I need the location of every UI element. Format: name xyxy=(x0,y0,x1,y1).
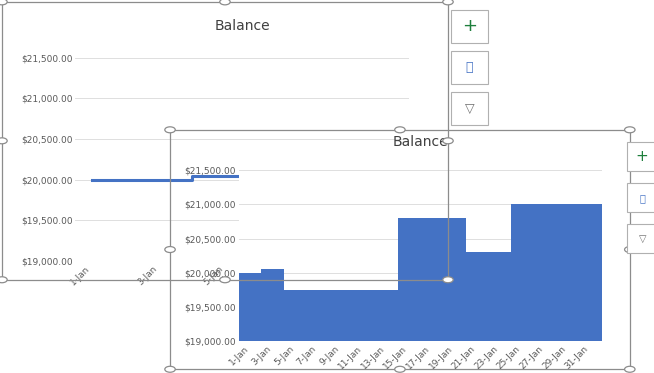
Bar xyxy=(489,252,511,341)
Bar xyxy=(466,252,489,341)
Text: ▽: ▽ xyxy=(465,102,474,115)
Bar xyxy=(421,218,443,341)
Bar xyxy=(557,204,579,341)
Title: Balance: Balance xyxy=(214,19,270,33)
Bar xyxy=(579,204,602,341)
Text: ▽: ▽ xyxy=(638,234,646,244)
Bar xyxy=(262,269,284,341)
Bar xyxy=(375,290,398,341)
Text: +: + xyxy=(462,17,477,35)
Bar xyxy=(284,290,307,341)
Bar xyxy=(398,218,421,341)
Bar xyxy=(443,218,466,341)
Bar xyxy=(511,204,534,341)
Bar xyxy=(352,290,375,341)
Text: ⌒: ⌒ xyxy=(466,61,473,73)
Title: Balance: Balance xyxy=(392,135,448,149)
Text: ⌒: ⌒ xyxy=(640,193,645,203)
Bar xyxy=(330,290,352,341)
Bar xyxy=(534,204,557,341)
Bar xyxy=(307,290,330,341)
Bar xyxy=(239,273,262,341)
Text: +: + xyxy=(636,149,649,164)
